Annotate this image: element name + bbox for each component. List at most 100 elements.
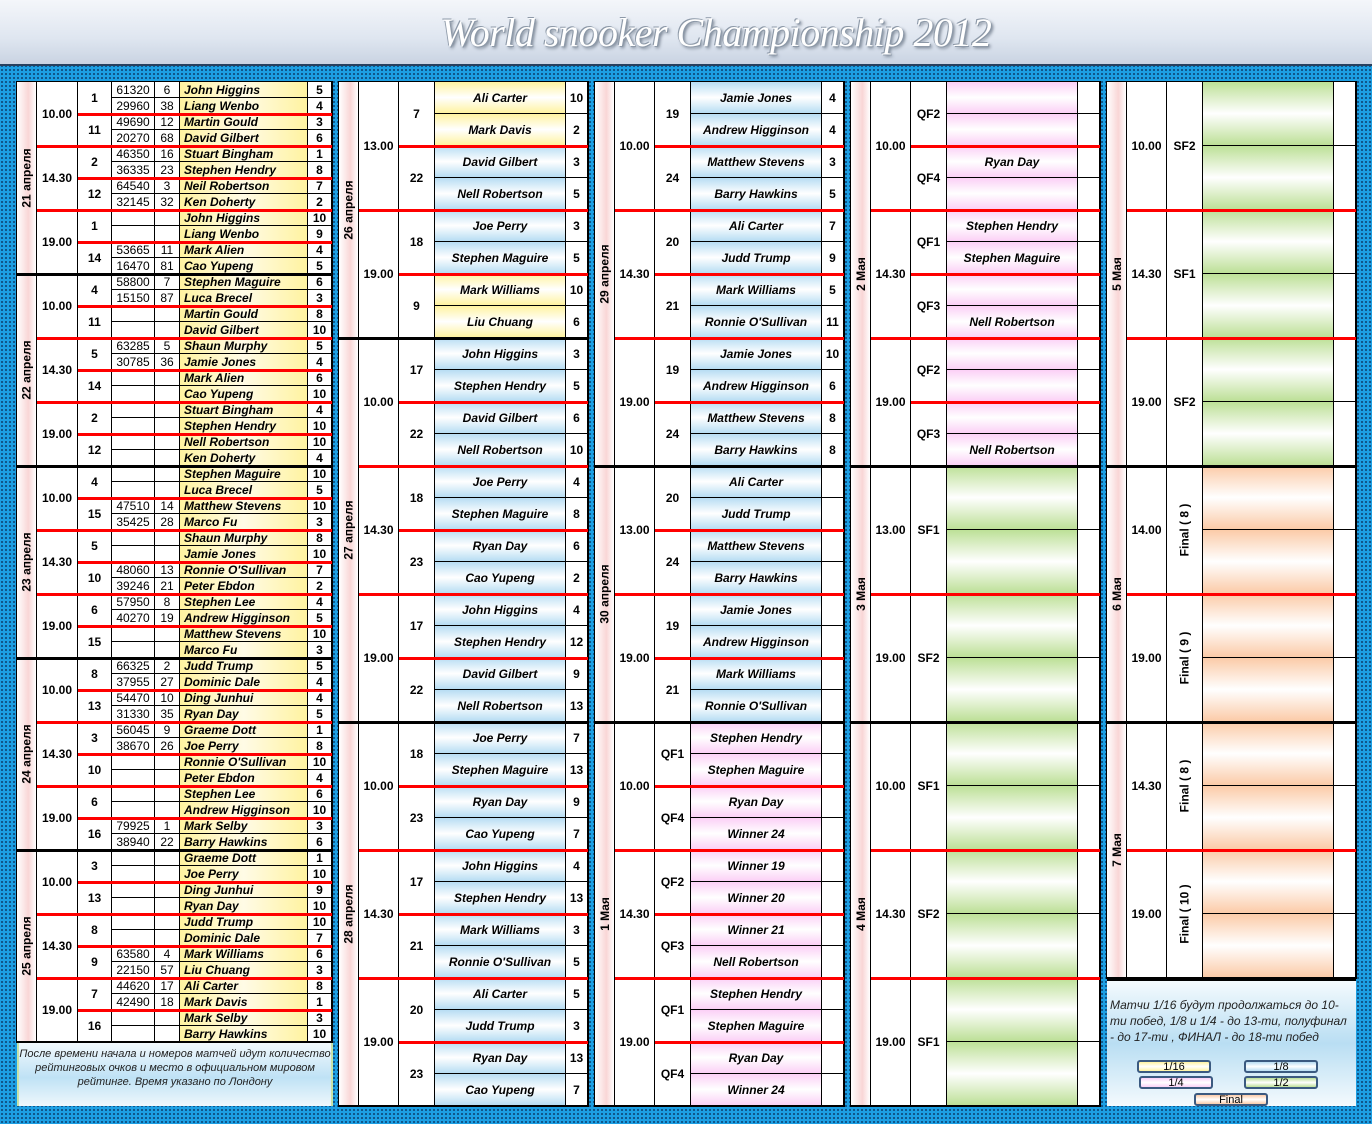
score-cell: 5 [308, 82, 332, 98]
ranking-points-cell: 16470 [112, 258, 155, 274]
world-rank-cell-text: 13 [160, 562, 174, 577]
day-date-cell: 26 апреля [339, 82, 359, 338]
session-time-cell: 13.00 [615, 466, 655, 594]
score-cell [822, 1042, 844, 1074]
player-name-cell: Judd Trump [180, 914, 308, 930]
match-number-cell: Final ( 10 ) [1167, 850, 1203, 978]
player-name-cell-text: Judd Trump [721, 506, 791, 521]
world-rank-cell [155, 226, 180, 242]
score-cell-text: 11 [826, 314, 839, 329]
player-name-cell-text: Liu Chuang [467, 314, 533, 329]
score-cell-text: 7 [316, 178, 323, 193]
page-title: World snooker Championship 2012 [440, 9, 992, 55]
player-name-cell-text: Jamie Jones [719, 602, 793, 617]
day-date-cell-text: 30 апреля [597, 563, 612, 624]
score-cell-text: 3 [829, 154, 836, 169]
player-name-cell-text: Ronnie O'Sullivan [184, 562, 287, 577]
session-separator [1127, 849, 1356, 852]
session-time-cell: 19.00 [1127, 850, 1167, 978]
session-time-cell-text: 10.00 [619, 778, 650, 793]
match-number-cell: 10 [78, 562, 112, 594]
score-cell-text: 4 [573, 858, 580, 873]
match-number-cell-text: SF2 [1173, 394, 1196, 409]
score-cell [822, 946, 844, 978]
score-cell: 10 [308, 898, 332, 914]
match-number-cell-text: 13 [87, 698, 102, 713]
player-name-cell: Stephen Lee [180, 786, 308, 802]
world-rank-cell-text: 5 [163, 338, 171, 353]
player-name-cell-text: Matthew Stevens [184, 626, 282, 641]
score-cell-text: 8 [829, 410, 836, 425]
player-name-cell: Stephen Maguire [435, 754, 566, 786]
match-number-cell-text: 6 [91, 794, 98, 809]
session-time-cell-text: 14.30 [41, 746, 73, 761]
session-separator [359, 977, 588, 980]
score-cell-text: 3 [316, 962, 323, 977]
ranking-points-cell-text: 22150 [116, 962, 150, 977]
score-cell-text: 3 [316, 514, 323, 529]
player-name-cell: Barry Hawkins [180, 1026, 308, 1042]
player-name-cell-text: Winner 20 [727, 890, 785, 905]
player-name-cell-text: John Higgins [462, 602, 538, 617]
score-cell: 4 [566, 466, 588, 498]
session-time-cell-text: 14.30 [1131, 778, 1162, 793]
session-separator [37, 145, 332, 148]
session-time-cell: 10.00 [871, 722, 911, 850]
score-cell-text: 10 [312, 322, 327, 337]
player-name-cell-text: Shaun Murphy [184, 338, 268, 353]
match-separator [78, 113, 332, 116]
player-name-cell-text: Ali Carter [728, 474, 784, 489]
score-cell [1334, 146, 1356, 210]
player-name-cell: John Higgins [180, 82, 308, 98]
match-number-cell-text: 8 [91, 922, 98, 937]
score-cell-text: 5 [316, 706, 323, 721]
player-name-cell: Dominic Dale [180, 930, 308, 946]
player-name-cell: Stephen Maguire [947, 242, 1078, 274]
session-separator [359, 593, 588, 596]
player-name-cell-text: Stephen Hendry [184, 418, 277, 433]
player-name-cell: Ali Carter [691, 210, 822, 242]
score-cell [1078, 978, 1100, 1042]
player-name-cell: Joe Perry [435, 210, 566, 242]
player-name-cell: Graeme Dott [180, 722, 308, 738]
match-number-cell: 4 [78, 466, 112, 498]
ranking-points-cell [112, 1026, 155, 1042]
match-number-cell-text: 21 [665, 682, 680, 697]
score-cell-text: 4 [316, 690, 323, 705]
match-number-cell-text: SF1 [917, 522, 940, 537]
player-name-cell-text: David Gilbert [462, 410, 538, 425]
score-cell [1078, 914, 1100, 978]
match-number-cell-text: QF4 [660, 1066, 685, 1081]
ranking-points-cell-text: 38670 [116, 738, 150, 753]
player-name-cell: Stephen Maguire [691, 1010, 822, 1042]
score-cell: 6 [308, 370, 332, 386]
day-date-cell-text: 2 Мая [853, 256, 868, 291]
day-date-cell: 27 апреля [339, 338, 359, 722]
session-time-cell: 14.30 [359, 850, 399, 978]
ranking-points-cell: 37955 [112, 674, 155, 690]
score-cell: 6 [308, 274, 332, 290]
score-cell-text: 4 [573, 602, 580, 617]
player-name-cell: Barry Hawkins [691, 178, 822, 210]
player-name-cell-text: Andrew Higginson [703, 634, 809, 649]
ranking-points-cell-text: 38940 [116, 834, 150, 849]
match-number-cell-text: QF4 [916, 170, 941, 185]
session-time-cell-text: 10.00 [875, 138, 906, 153]
session-time-cell: 10.00 [871, 82, 911, 210]
world-rank-cell [155, 866, 180, 882]
player-name-cell-text: Joe Perry [472, 218, 528, 233]
ranking-points-cell-text: 58800 [116, 274, 150, 289]
match-number-cell-text: 9 [91, 954, 98, 969]
match-number-cell-text: Final ( 10 ) [1177, 883, 1192, 944]
score-cell-text: 10 [569, 282, 584, 297]
player-name-cell-text: Stephen Hendry [965, 218, 1058, 233]
day-date-cell: 5 Мая [1107, 82, 1127, 466]
session-time-cell-text: 19.00 [875, 1034, 906, 1049]
player-name-cell: Ryan Day [435, 530, 566, 562]
session-separator [1127, 337, 1356, 340]
match-number-cell-text: 13 [87, 890, 102, 905]
world-rank-cell: 18 [155, 994, 180, 1010]
player-name-cell-text: Jamie Jones [719, 346, 793, 361]
match-number-cell-text: Final ( 9 ) [1177, 631, 1192, 684]
score-cell-text: 5 [316, 482, 323, 497]
